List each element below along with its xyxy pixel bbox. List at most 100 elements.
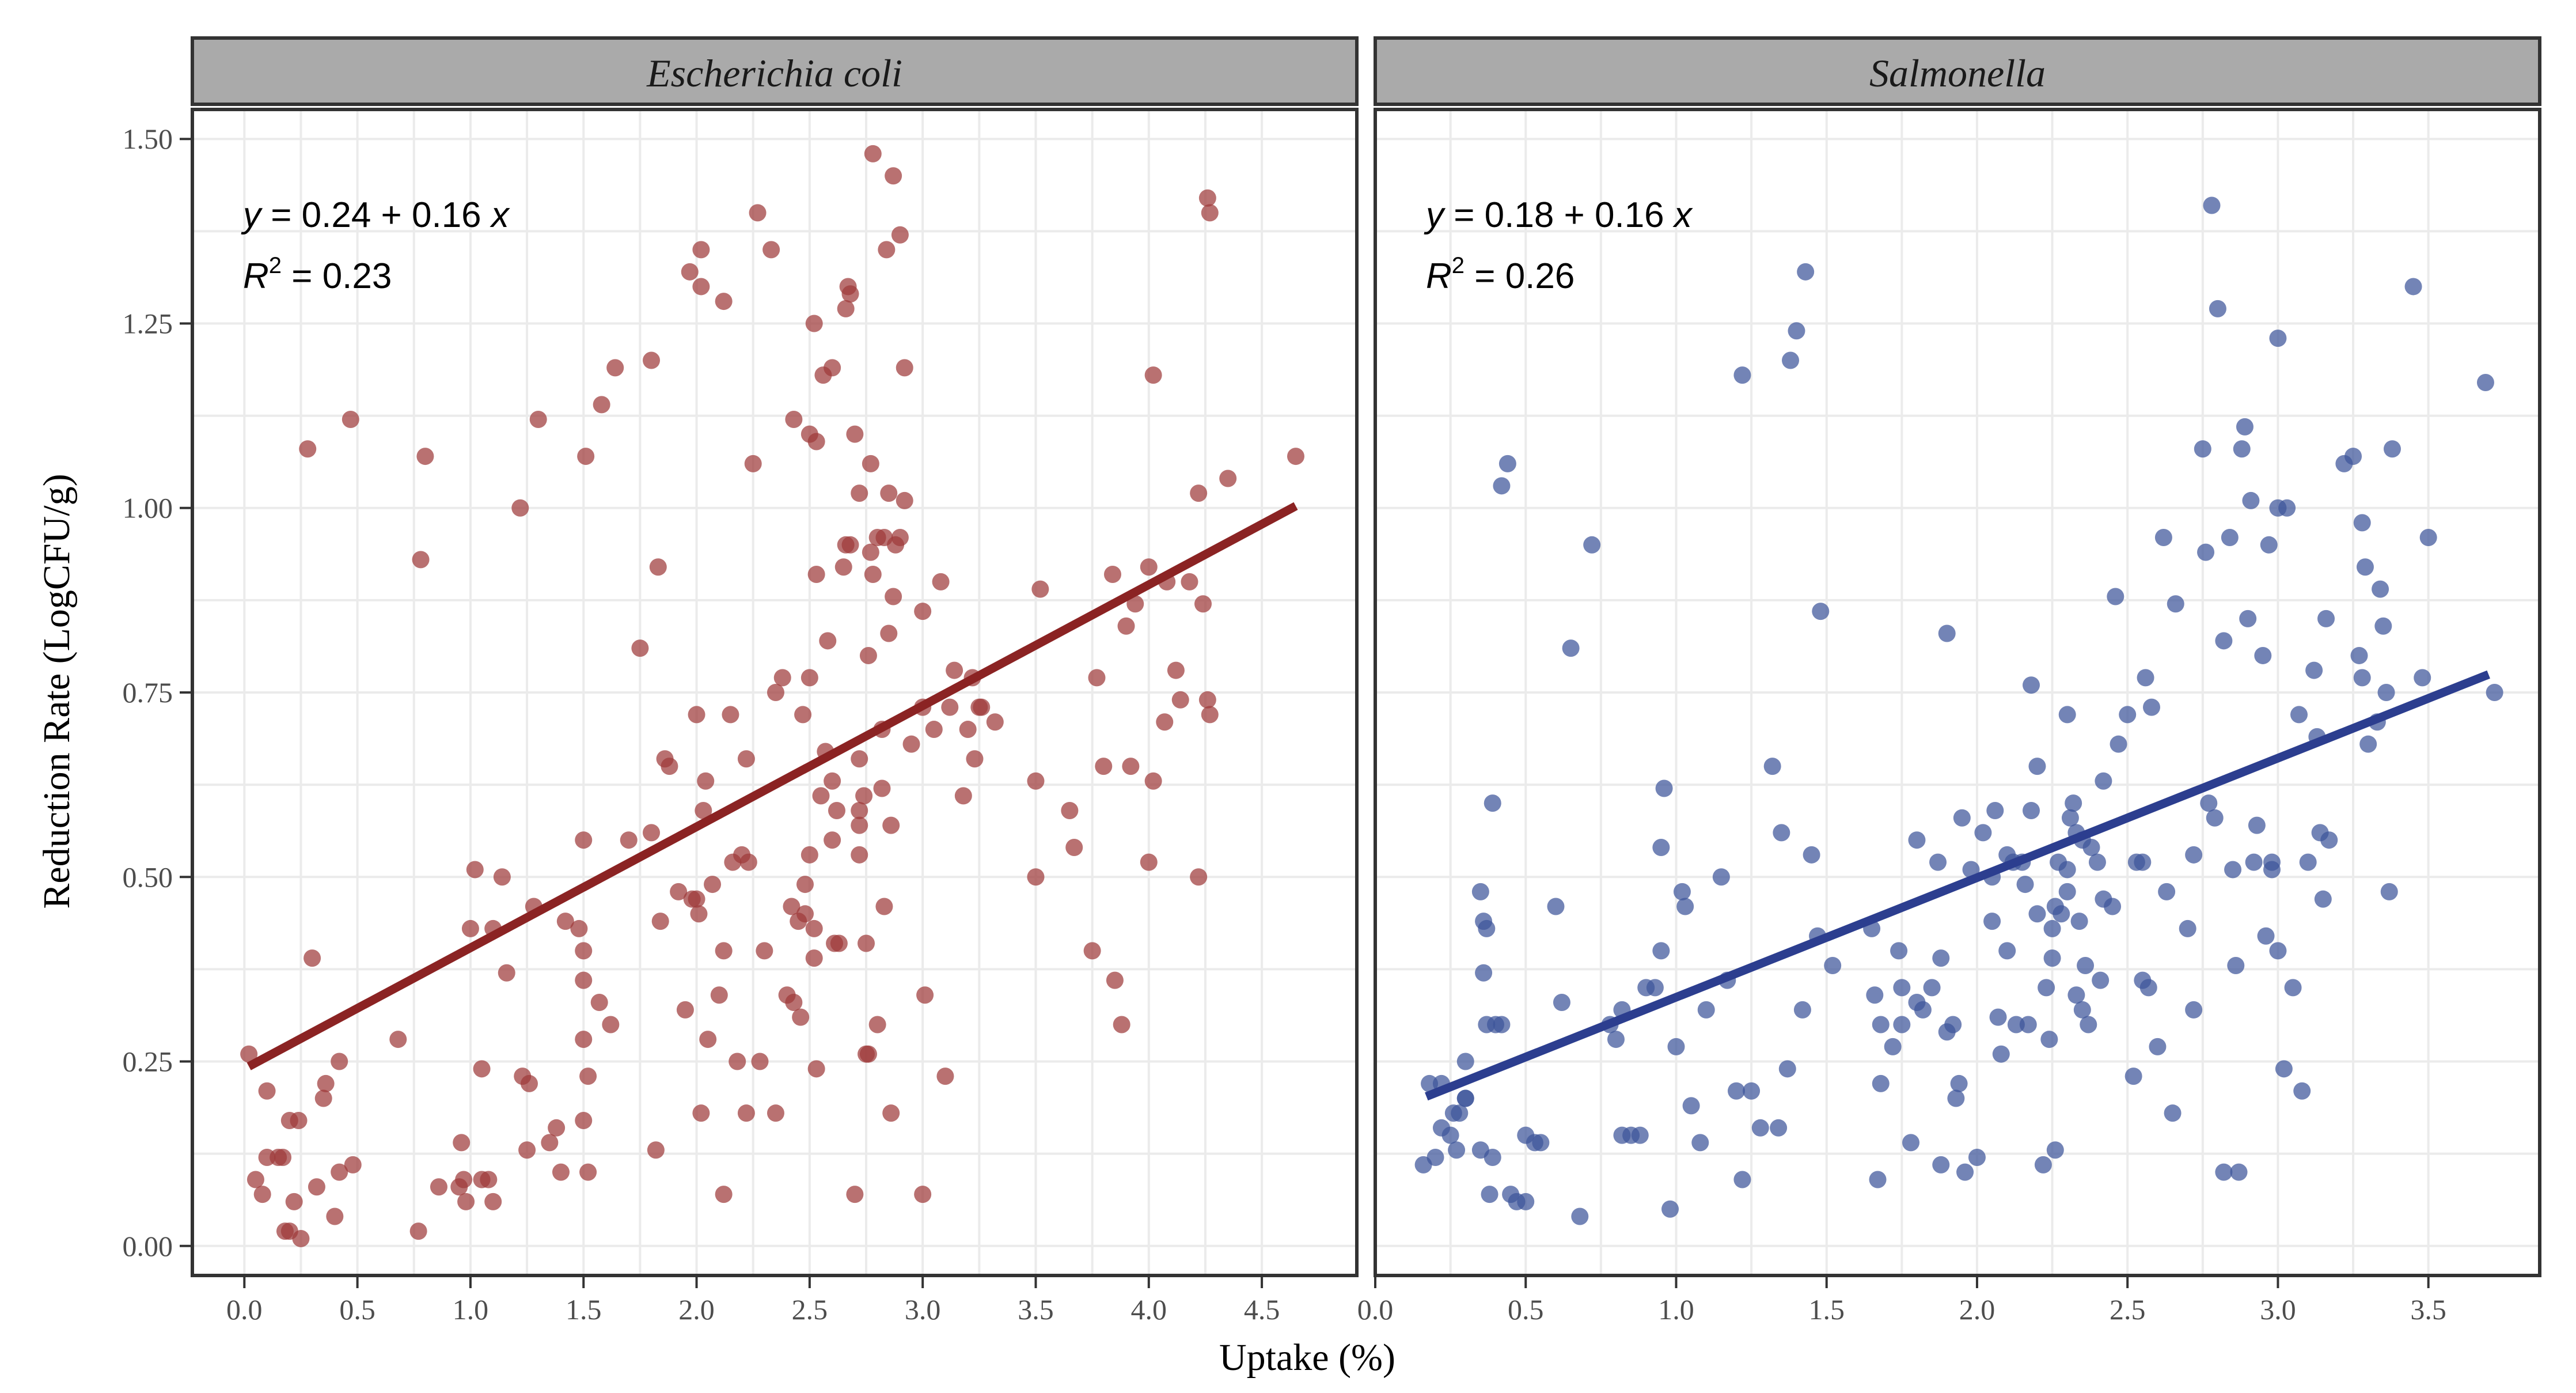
data-point	[314, 1089, 332, 1107]
data-point	[521, 1074, 538, 1092]
data-point	[837, 536, 855, 554]
data-point	[2067, 986, 2085, 1004]
data-point	[579, 1163, 597, 1181]
x-tick-label: 0.5	[1508, 1293, 1544, 1326]
data-point	[1106, 971, 1124, 989]
data-point	[1481, 1186, 1498, 1203]
data-point	[631, 639, 649, 657]
data-point	[1583, 536, 1601, 554]
panel-border	[1374, 108, 2541, 1277]
data-point	[796, 876, 814, 894]
data-point	[692, 241, 710, 259]
panel-salmonella: Salmonella y = 0.18 + 0.16 x R2 = 0.26 0.0 0…	[1357, 36, 2541, 1326]
data-point	[699, 1031, 717, 1048]
data-point	[1652, 839, 1670, 857]
data-point	[2058, 861, 2076, 879]
data-point	[1691, 1134, 1709, 1152]
data-point	[1113, 1016, 1130, 1034]
data-point	[2486, 684, 2503, 701]
data-point	[258, 1082, 276, 1100]
data-point	[274, 1149, 292, 1167]
data-point	[556, 913, 574, 930]
data-point	[2028, 758, 2046, 775]
data-point	[891, 528, 909, 546]
data-point	[1484, 794, 1501, 812]
data-point	[973, 698, 991, 716]
x-tick-label: 0.0	[226, 1293, 263, 1326]
data-point	[2110, 735, 2127, 753]
data-point	[1448, 1141, 1466, 1159]
data-point	[1751, 1119, 1769, 1137]
data-point	[1571, 1207, 1589, 1225]
data-point	[1743, 1082, 1761, 1100]
eq-x-symbol: x	[1672, 195, 1693, 235]
data-point	[681, 263, 699, 281]
data-point	[2043, 919, 2061, 937]
data-point	[1914, 1001, 1932, 1019]
data-point	[1156, 713, 1174, 731]
data-point	[2284, 979, 2302, 997]
y-tick-label: 1.25	[123, 307, 173, 339]
data-point	[1144, 772, 1162, 790]
data-point	[593, 396, 610, 414]
data-point	[1201, 706, 1219, 724]
data-point	[577, 448, 595, 465]
data-point	[914, 1186, 932, 1203]
data-point	[880, 484, 898, 502]
data-point	[729, 1053, 746, 1070]
data-point	[1646, 979, 1664, 997]
data-point	[2137, 669, 2154, 687]
data-point	[1517, 1193, 1535, 1210]
data-point	[855, 787, 873, 805]
data-point	[1126, 595, 1144, 613]
data-point	[783, 898, 801, 915]
data-point	[807, 566, 825, 584]
data-point	[457, 1193, 475, 1210]
data-point	[412, 551, 430, 569]
data-point	[785, 411, 803, 429]
data-point	[590, 994, 608, 1012]
data-point	[1866, 986, 1884, 1004]
data-point	[1989, 1008, 2007, 1026]
data-point	[2124, 1068, 2142, 1085]
data-point	[862, 543, 879, 561]
data-point	[1219, 470, 1237, 487]
data-point	[303, 949, 321, 967]
data-point	[1983, 913, 2001, 930]
x-tick-label: 4.0	[1131, 1293, 1167, 1326]
data-point	[880, 624, 898, 642]
data-point	[1992, 1045, 2010, 1063]
data-point	[2293, 1082, 2311, 1100]
data-point	[2200, 794, 2218, 812]
data-point	[1893, 979, 1911, 997]
data-point	[2119, 706, 2137, 724]
eq-y-symbol: y	[1424, 195, 1446, 235]
data-point	[1167, 661, 1185, 679]
data-point	[1968, 1149, 1986, 1167]
data-point	[2058, 883, 2076, 900]
data-point	[493, 868, 511, 886]
x-tick-label: 1.5	[566, 1293, 602, 1326]
data-point	[1547, 898, 1565, 915]
x-tick-label: 0.0	[1357, 1293, 1394, 1326]
data-point	[2227, 956, 2245, 974]
data-point	[1421, 1074, 1439, 1092]
data-point	[1733, 1171, 1751, 1188]
data-point	[461, 919, 479, 937]
panel-escherichia-coli: Escherichia coli y = 0.24 + 0.16 x R2 = 0.…	[123, 36, 1359, 1326]
data-point	[932, 573, 950, 590]
data-point	[805, 315, 823, 332]
data-point	[1884, 1038, 1902, 1055]
data-point	[882, 816, 900, 834]
data-point	[767, 1104, 784, 1122]
data-point	[1697, 1001, 1715, 1019]
data-point	[715, 293, 733, 311]
data-point	[851, 846, 868, 864]
data-point	[1562, 639, 1580, 657]
data-point	[1824, 956, 1842, 974]
data-point	[1773, 824, 1790, 842]
data-point	[2185, 846, 2203, 864]
data-point	[1956, 1163, 1974, 1181]
data-point	[864, 145, 882, 162]
data-point	[1893, 1016, 1911, 1034]
